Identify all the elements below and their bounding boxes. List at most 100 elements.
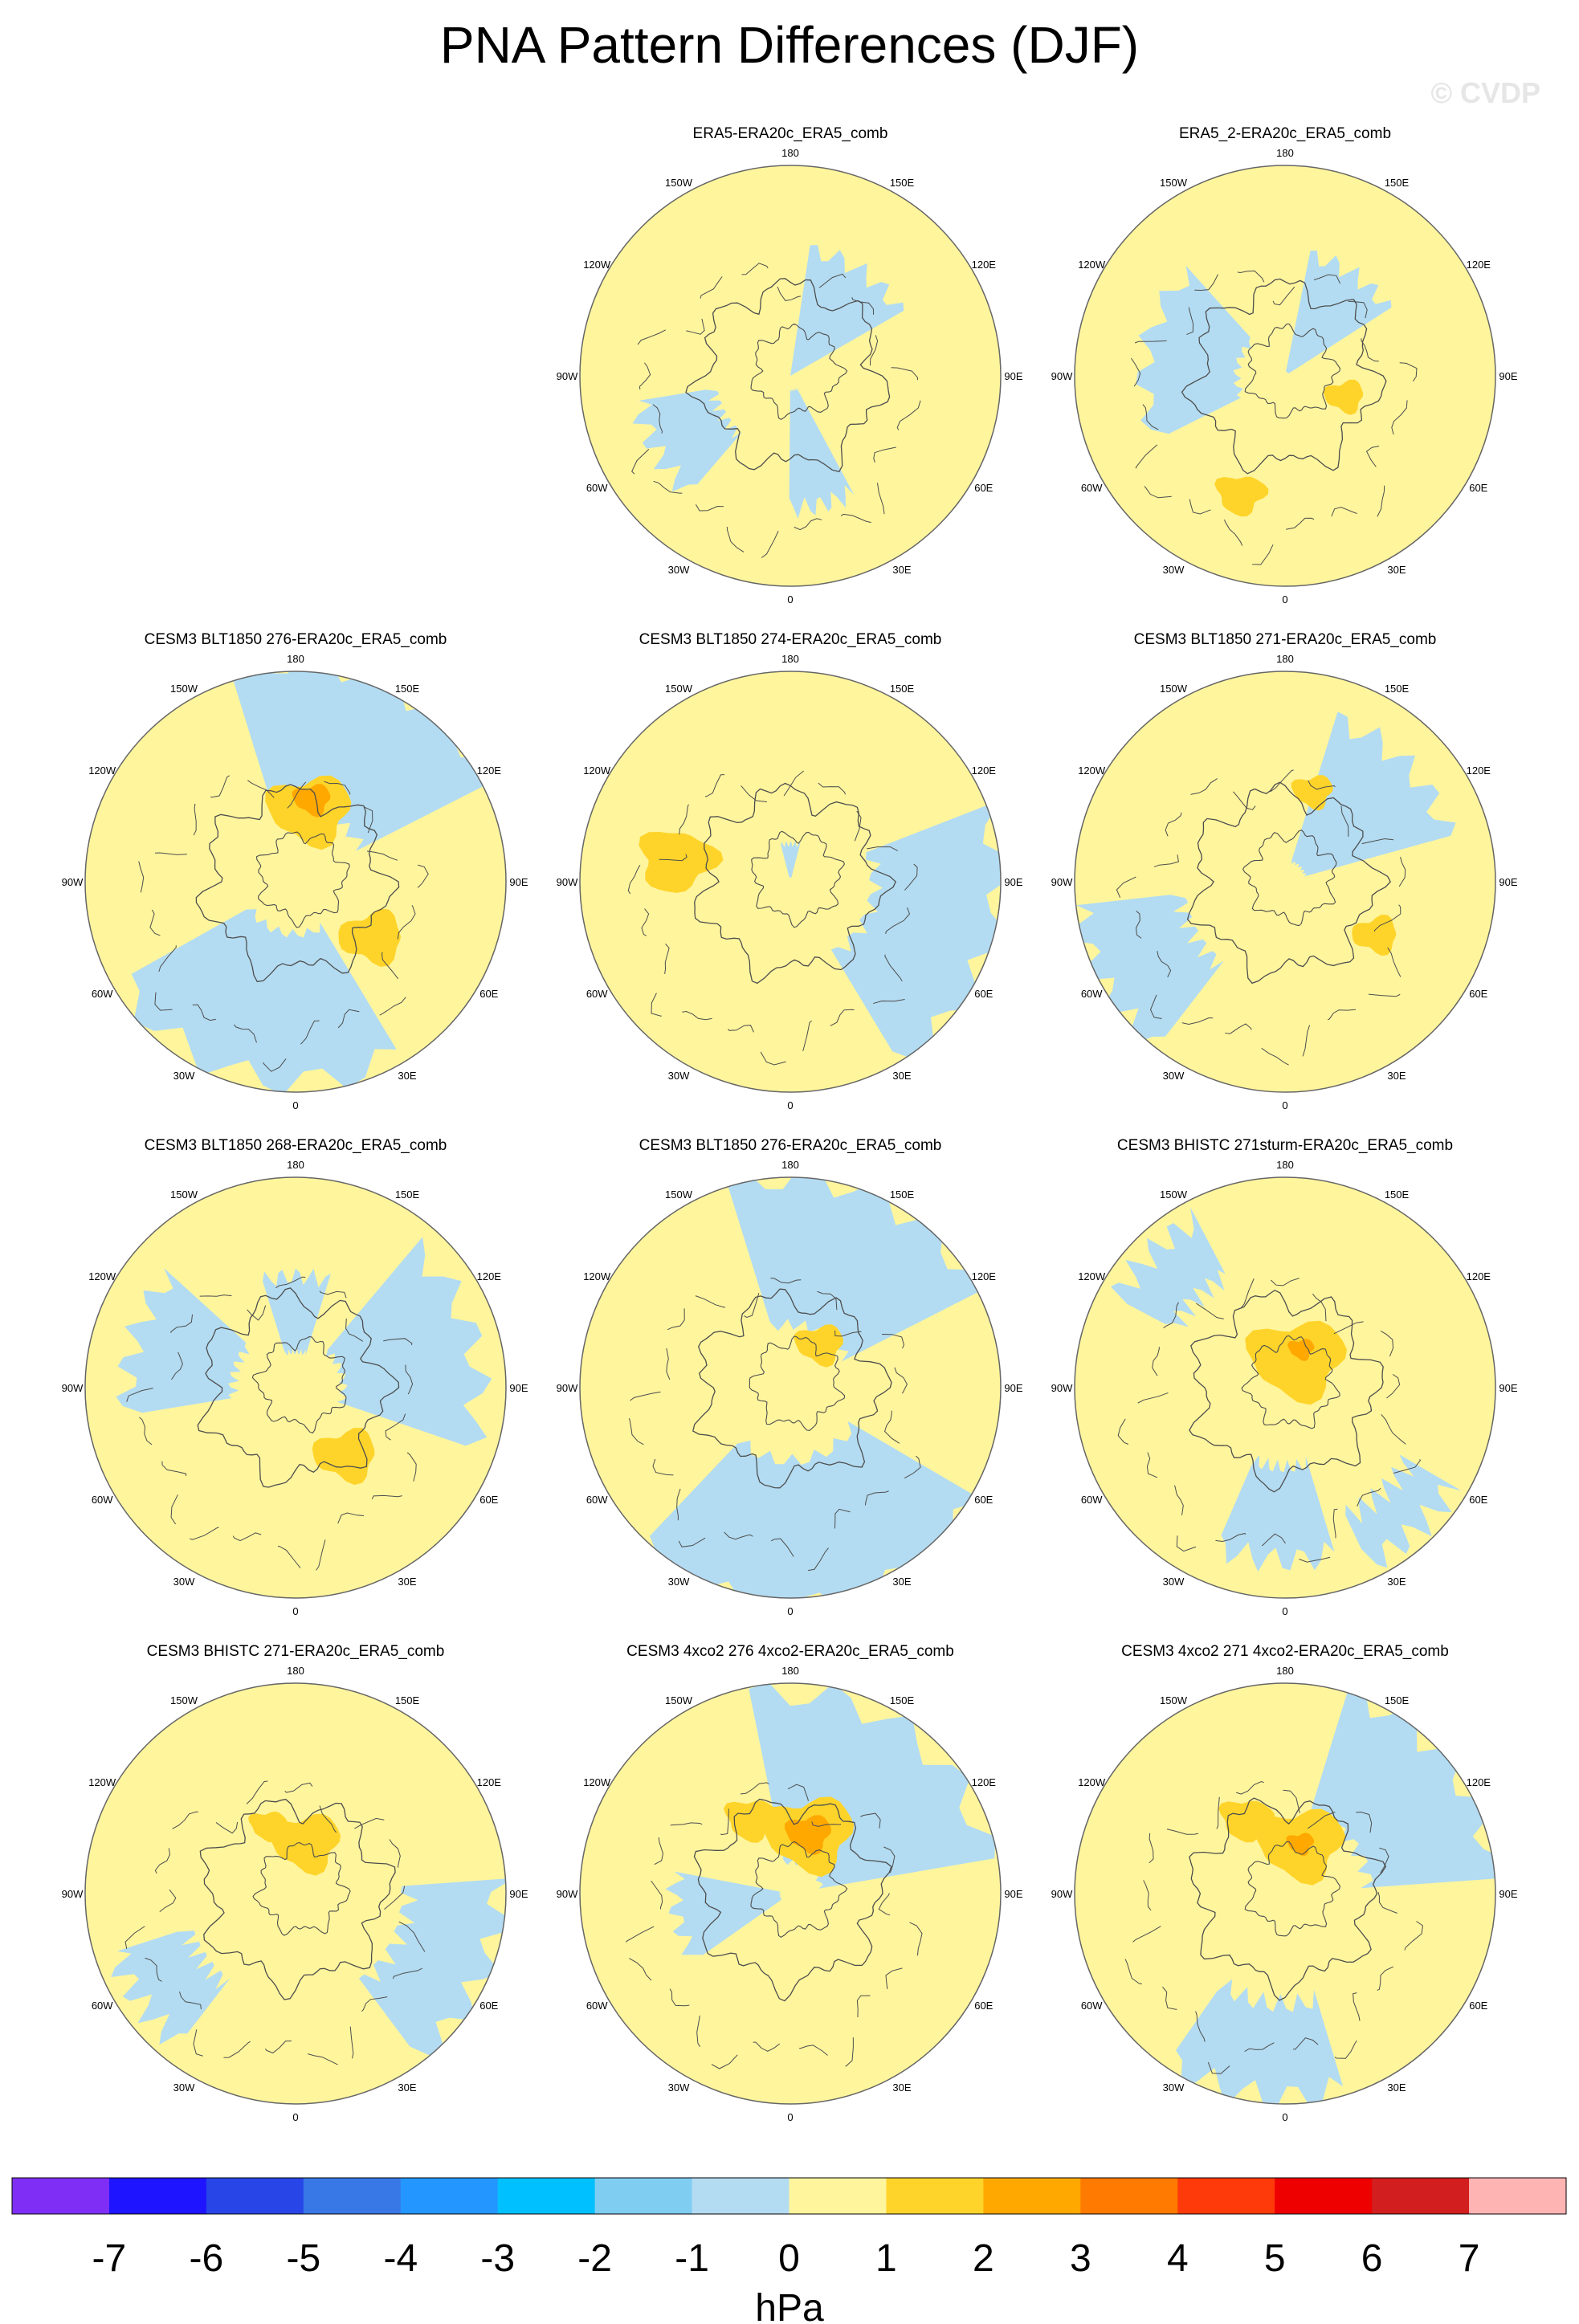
negative-anomaly-region xyxy=(1291,711,1456,877)
colorbar-swatch xyxy=(1372,2178,1470,2214)
colorbar-tick-label: -4 xyxy=(383,2237,418,2280)
map-panel: CESM3 BLT1850 276-ERA20c_ERA5_comb 180 150… xyxy=(557,1137,1023,1617)
negative-anomaly-region xyxy=(1286,251,1392,374)
longitude-label: 90E xyxy=(1499,876,1517,888)
negative-anomaly-region xyxy=(111,1931,231,2045)
positive-anomaly-region xyxy=(1291,775,1333,811)
positive-anomaly-region xyxy=(723,1800,780,1843)
longitude-label: 120W xyxy=(1078,764,1106,777)
longitude-label: 0 xyxy=(1282,2111,1287,2123)
longitude-label: 0 xyxy=(1282,593,1287,605)
positive-anomaly-region xyxy=(1218,1800,1275,1843)
longitude-label: 150E xyxy=(890,683,915,695)
longitude-label: 120E xyxy=(477,764,502,777)
map-panel: CESM3 4xco2 271 4xco2-ERA20c_ERA5_comb 18… xyxy=(1051,1643,1518,2123)
longitude-label: 150W xyxy=(1160,177,1188,189)
longitude-label: 150W xyxy=(1160,1694,1188,1706)
map-panel: CESM3 BHISTC 271-ERA20c_ERA5_comb 180 150E… xyxy=(62,1643,528,2123)
longitude-label: 90W xyxy=(557,1382,578,1394)
positive-anomaly-region xyxy=(1287,1339,1315,1361)
longitude-label: 30E xyxy=(892,2081,911,2094)
map-field xyxy=(1075,165,1495,586)
longitude-label: 90E xyxy=(1499,370,1517,382)
longitude-label: 90W xyxy=(1051,1382,1073,1394)
coastline xyxy=(1128,269,1418,565)
longitude-label: 0 xyxy=(1282,1605,1287,1617)
map-panel: CESM3 4xco2 276 4xco2-ERA20c_ERA5_comb 18… xyxy=(557,1643,1023,2123)
longitude-label: 30E xyxy=(398,2081,416,2094)
map-rim xyxy=(84,1682,507,2105)
longitude-label: 60E xyxy=(479,2000,498,2012)
longitude-label: 180 xyxy=(287,653,304,665)
negative-anomaly-region xyxy=(358,1878,506,2058)
colorbar-swatch xyxy=(303,2178,402,2214)
positive-anomaly-region xyxy=(248,1811,288,1843)
longitude-label: 180 xyxy=(287,1665,304,1677)
colorbar-tick-label: 3 xyxy=(1070,2237,1091,2280)
longitude-label: 120W xyxy=(583,1270,611,1282)
longitude-label: 120W xyxy=(583,259,611,271)
longitude-label: 30W xyxy=(668,1576,690,1588)
longitude-label: 60E xyxy=(974,2000,993,2012)
map-panel: CESM3 BLT1850 276-ERA20c_ERA5_comb 180 150… xyxy=(62,631,528,1111)
longitude-label: 60E xyxy=(1469,2000,1487,2012)
panel-title: CESM3 BLT1850 276-ERA20c_ERA5_comb xyxy=(145,631,447,648)
longitude-label: 30W xyxy=(1163,564,1185,576)
longitude-label: 150E xyxy=(1385,177,1410,189)
longitude-label: 90E xyxy=(509,1382,528,1394)
longitude-label: 150E xyxy=(1385,683,1410,695)
coastline xyxy=(255,831,350,928)
colorbar-swatch xyxy=(789,2178,887,2214)
colorbar-tick-label: -3 xyxy=(480,2237,515,2280)
coastline xyxy=(124,1780,429,2068)
longitude-label: 90W xyxy=(62,1382,84,1394)
longitude-label: 150W xyxy=(170,1189,198,1201)
map-panel: CESM3 BLT1850 271-ERA20c_ERA5_comb 180 150… xyxy=(1051,631,1518,1111)
longitude-label: 60W xyxy=(586,1494,608,1506)
longitude-label: 120E xyxy=(1467,259,1491,271)
longitude-label: 30W xyxy=(1163,1070,1185,1082)
negative-anomaly-region xyxy=(1311,1683,1495,1889)
longitude-label: 150W xyxy=(665,1189,693,1201)
longitude-label: 150E xyxy=(1385,1694,1410,1706)
panel-title: CESM3 BHISTC 271-ERA20c_ERA5_comb xyxy=(147,1643,445,1660)
coastline xyxy=(137,772,429,1072)
longitude-label: 60E xyxy=(479,988,498,1000)
coastline xyxy=(1244,323,1341,419)
longitude-label: 30W xyxy=(173,1576,195,1588)
longitude-label: 150W xyxy=(170,1694,198,1706)
longitude-label: 120W xyxy=(1078,1776,1106,1788)
longitude-label: 30W xyxy=(1163,1576,1185,1588)
longitude-label: 90E xyxy=(1004,1382,1022,1394)
negative-anomaly-region xyxy=(1221,1454,1335,1572)
coastline xyxy=(627,769,918,1066)
positive-anomaly-region xyxy=(312,1428,375,1486)
negative-anomaly-region xyxy=(1176,1979,1344,2104)
panel-title: ERA5-ERA20c_ERA5_comb xyxy=(693,125,888,142)
panel-title: ERA5_2-ERA20c_ERA5_comb xyxy=(1179,125,1391,142)
longitude-label: 120E xyxy=(477,1270,502,1282)
longitude-label: 180 xyxy=(1276,1665,1294,1677)
colorbar-tick-label: -1 xyxy=(675,2237,709,2280)
negative-anomaly-region xyxy=(790,245,904,376)
map-field xyxy=(580,165,1001,586)
figure-title: PNA Pattern Differences (DJF) xyxy=(440,16,1139,74)
longitude-label: 30W xyxy=(668,564,690,576)
longitude-label: 0 xyxy=(787,593,793,605)
longitude-label: 90W xyxy=(557,876,578,888)
map-field xyxy=(85,1177,506,1598)
coastline xyxy=(1117,1273,1422,1563)
longitude-label: 30W xyxy=(173,1070,195,1082)
colorbar-swatch xyxy=(692,2178,790,2214)
positive-anomaly-region xyxy=(1324,379,1364,415)
longitude-label: 120W xyxy=(1078,259,1106,271)
map-field xyxy=(1075,1177,1495,1598)
longitude-label: 0 xyxy=(787,2111,793,2123)
negative-anomaly-region xyxy=(781,841,801,879)
longitude-label: 30E xyxy=(398,1070,416,1082)
positive-anomaly-region xyxy=(292,784,331,817)
longitude-label: 150E xyxy=(395,683,420,695)
longitude-label: 0 xyxy=(292,2111,298,2123)
panel-title: CESM3 BLT1850 268-ERA20c_ERA5_comb xyxy=(145,1137,447,1154)
panel-title: CESM3 BHISTC 271sturm-ERA20c_ERA5_comb xyxy=(1117,1137,1453,1154)
